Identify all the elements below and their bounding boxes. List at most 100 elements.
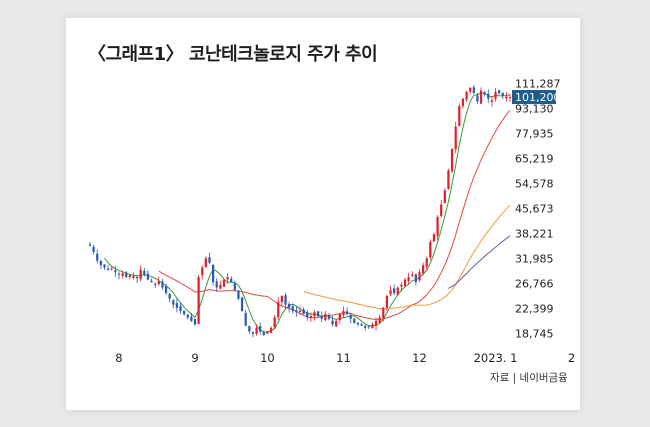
candle xyxy=(353,318,356,324)
candle xyxy=(306,309,309,321)
candle xyxy=(298,306,302,316)
candle xyxy=(418,269,421,282)
x-tick-label: 11 xyxy=(336,351,351,365)
candle-body xyxy=(429,241,432,258)
candle-body xyxy=(407,277,410,282)
y-tick-label: 111,287 xyxy=(515,78,561,91)
candle-body xyxy=(211,264,215,283)
candle-body xyxy=(190,316,193,321)
candle-body xyxy=(505,96,508,99)
candle-body xyxy=(421,265,425,273)
candle xyxy=(443,188,446,204)
candle-body xyxy=(450,148,454,172)
candle xyxy=(411,271,414,278)
ma60-line xyxy=(303,204,511,310)
candle xyxy=(125,271,128,278)
candle xyxy=(168,292,171,303)
candle xyxy=(146,270,150,281)
candle-body xyxy=(110,268,113,270)
candle xyxy=(320,311,323,323)
y-tick-label: 65,219 xyxy=(515,153,554,166)
candle xyxy=(425,256,428,271)
candle xyxy=(331,316,334,327)
source-note: 자료 | 네이버금융 xyxy=(490,372,568,384)
candle xyxy=(324,310,327,322)
candle-body xyxy=(262,332,265,336)
candle xyxy=(269,326,273,333)
candle xyxy=(233,280,236,291)
candle xyxy=(313,310,316,321)
candle xyxy=(193,318,197,327)
candle-body xyxy=(425,258,428,267)
candle-body xyxy=(284,295,287,305)
last-price-box xyxy=(512,90,556,105)
candle xyxy=(389,285,392,297)
candle xyxy=(128,274,131,280)
candle-body xyxy=(374,320,378,326)
candle xyxy=(92,244,95,255)
candle xyxy=(360,322,363,326)
candle xyxy=(421,262,425,276)
candle-body xyxy=(327,315,331,319)
candle xyxy=(472,84,475,94)
candle xyxy=(277,297,280,320)
candle xyxy=(284,292,287,310)
candle-body xyxy=(331,320,334,325)
candle-body xyxy=(440,204,443,216)
candle xyxy=(374,317,378,331)
candle xyxy=(161,279,164,290)
candle-body xyxy=(273,317,276,328)
candle-body xyxy=(230,278,233,283)
candle-body xyxy=(222,279,226,287)
candle-body xyxy=(240,297,244,311)
candle xyxy=(440,200,443,219)
candle-body xyxy=(385,295,389,308)
candle-body xyxy=(219,284,222,289)
x-tick-label: 2 xyxy=(568,351,575,365)
y-tick-label: 26,766 xyxy=(515,277,554,290)
candle-body xyxy=(479,90,483,104)
candle xyxy=(96,249,99,264)
candle-body xyxy=(476,95,479,102)
candle-body xyxy=(226,277,229,280)
candle-body xyxy=(154,284,157,286)
candle xyxy=(335,318,338,328)
candle-body xyxy=(342,310,345,315)
candle-body xyxy=(255,327,258,334)
candle-body xyxy=(150,280,153,283)
candle-body xyxy=(244,313,247,326)
candle xyxy=(316,311,320,318)
candle-body xyxy=(204,258,207,268)
candle-body xyxy=(367,326,370,328)
candle-body xyxy=(472,87,475,94)
candle xyxy=(371,322,374,329)
candle-body xyxy=(106,268,110,270)
candle xyxy=(356,321,360,327)
candle xyxy=(432,232,436,242)
candle-body xyxy=(291,306,294,311)
candle-body xyxy=(132,276,135,278)
candle xyxy=(230,276,233,283)
candle xyxy=(143,268,146,277)
candle xyxy=(135,276,139,283)
candle-body xyxy=(411,274,414,276)
candle xyxy=(262,330,265,336)
candle xyxy=(179,302,182,315)
candle-body xyxy=(172,300,175,305)
candle xyxy=(197,274,200,325)
candle xyxy=(201,265,204,280)
candle-body xyxy=(139,269,142,280)
y-tick-label: 54,578 xyxy=(515,178,554,191)
candle xyxy=(132,272,135,280)
candle xyxy=(99,259,102,270)
y-axis-ticks: 111,287 93,130 77,935 65,219 54,578 45,673 38,… xyxy=(515,78,561,341)
y-tick-label: 18,745 xyxy=(515,327,554,340)
candle xyxy=(240,296,244,312)
candle xyxy=(291,304,294,314)
candle xyxy=(450,148,454,174)
candle xyxy=(393,284,396,296)
chart-title: 〈그래프1〉 코난테크놀로지 주가 추이 xyxy=(88,44,378,65)
candle-body xyxy=(117,273,121,275)
candle xyxy=(273,315,276,330)
candle xyxy=(400,281,403,292)
